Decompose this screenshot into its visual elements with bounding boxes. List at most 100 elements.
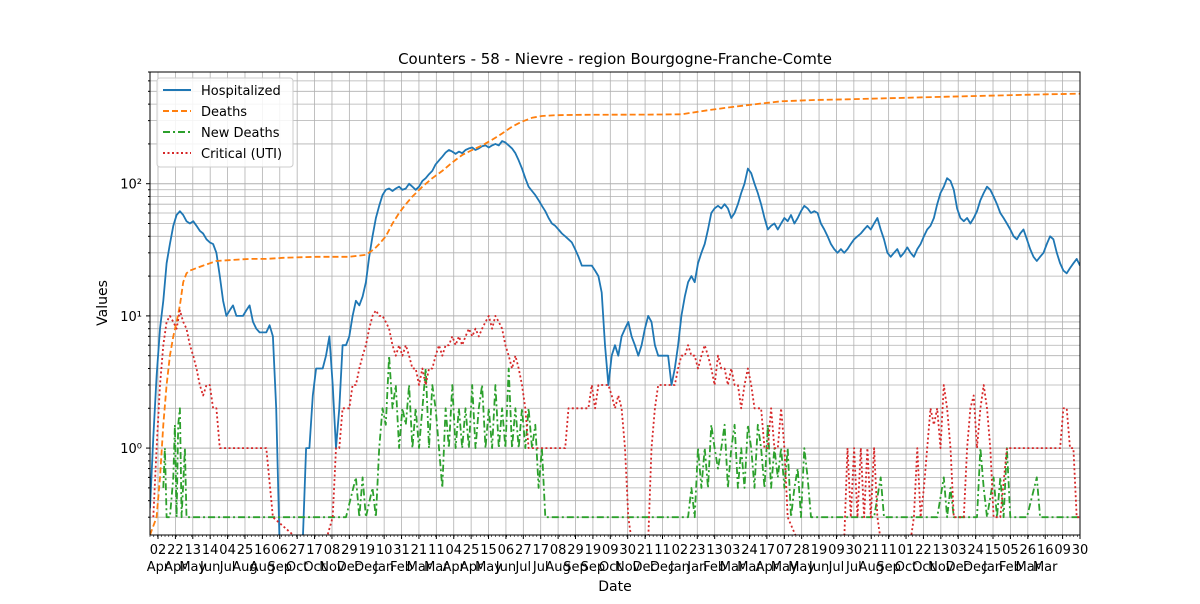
- x-tick-label-day: 09: [828, 543, 845, 558]
- x-tick-label-month: Jul: [532, 560, 549, 575]
- x-tick-label-day: 25: [463, 543, 480, 558]
- x-tick-label-day: 08: [324, 543, 341, 558]
- x-tick-label-month: Jul: [514, 560, 531, 575]
- x-tick-label-day: 15: [985, 543, 1002, 558]
- x-tick-label-day: 02: [672, 543, 689, 558]
- x-tick-label-month: Jan: [982, 560, 1003, 575]
- x-tick-label-day: 08: [550, 543, 567, 558]
- x-tick-label-month: Sep: [268, 560, 293, 575]
- x-tick-label-day: 10: [376, 543, 393, 558]
- x-tick-label-month: Dec: [337, 560, 362, 575]
- x-tick-label-month: Apr: [164, 560, 187, 575]
- x-tick-label-day: 13: [933, 543, 950, 558]
- x-tick-label-day: 19: [585, 543, 602, 558]
- x-tick-label-day: 02: [150, 543, 167, 558]
- x-tick-label-day: 29: [341, 543, 358, 558]
- x-tick-label-day: 04: [445, 543, 462, 558]
- x-tick-label-month: Jan: [373, 560, 394, 575]
- x-axis-label: Date: [598, 579, 631, 595]
- x-tick-label-day: 11: [880, 543, 897, 558]
- x-tick-label-month: Dec: [650, 560, 675, 575]
- x-tick-label-day: 25: [237, 543, 254, 558]
- x-tick-label-month: Oct: [303, 560, 325, 575]
- x-tick-label-month: May: [788, 560, 815, 575]
- x-tick-label-month: Feb: [703, 560, 726, 575]
- x-tick-label-day: 19: [811, 543, 828, 558]
- x-tick-label-day: 17: [759, 543, 776, 558]
- x-tick-label-month: Nov: [928, 560, 954, 575]
- x-tick-label-month: Apr: [442, 560, 465, 575]
- x-tick-label-day: 27: [515, 543, 532, 558]
- x-tick-label-month: Jan: [686, 560, 707, 575]
- x-tick-label-day: 22: [167, 543, 184, 558]
- y-axis: 10⁰ 10¹ 10²: [120, 71, 150, 518]
- x-tick-label-day: 17: [306, 543, 323, 558]
- x-tick-label-month: Mar: [424, 560, 449, 575]
- x-tick-label-day: 16: [254, 543, 271, 558]
- legend: Hospitalized Deaths New Deaths Critical (UT…: [156, 77, 294, 168]
- series-layer: [150, 92, 1080, 535]
- legend-label: New Deaths: [201, 126, 280, 141]
- x-tick-label-day: 01: [898, 543, 915, 558]
- x-tick-label-day: 28: [793, 543, 810, 558]
- x-tick-label-day: 16: [1037, 543, 1054, 558]
- x-tick-label-month: Feb: [999, 560, 1022, 575]
- x-tick-label-day: 21: [863, 543, 880, 558]
- x-tick-label-day: 17: [532, 543, 549, 558]
- x-tick-label-month: Sep: [563, 560, 588, 575]
- x-tick-label-month: May: [771, 560, 798, 575]
- y-tick-label: 10⁰: [120, 442, 142, 457]
- legend-label: Deaths: [201, 105, 247, 120]
- x-tick-label-month: Aug: [859, 560, 884, 575]
- x-tick-label-month: Aug: [250, 560, 275, 575]
- x-tick-label-day: 30: [1072, 543, 1089, 558]
- x-tick-label-day: 21: [637, 543, 654, 558]
- x-tick-label-month: Apr: [756, 560, 779, 575]
- x-tick-label-month: Nov: [615, 560, 641, 575]
- x-tick-label-day: 05: [1002, 543, 1019, 558]
- x-tick-label-day: 24: [967, 543, 984, 558]
- x-tick-label-month: Dec: [633, 560, 658, 575]
- x-tick-label-month: Oct: [895, 560, 917, 575]
- y-axis-label: Values: [95, 280, 111, 326]
- y-tick-label: 10²: [120, 178, 142, 193]
- x-tick-label-day: 30: [619, 543, 636, 558]
- x-tick-label-month: May: [179, 560, 206, 575]
- x-tick-label-day: 04: [219, 543, 236, 558]
- x-tick-label-month: Aug: [545, 560, 570, 575]
- x-tick-label-month: Sep: [876, 560, 901, 575]
- x-tick-label-month: Nov: [319, 560, 345, 575]
- plot-frame: [149, 71, 1081, 536]
- x-tick-label-day: 27: [289, 543, 306, 558]
- x-tick-label-month: Mar: [720, 560, 745, 575]
- x-tick-label-day: 19: [358, 543, 375, 558]
- x-tick-label-month: Aug: [232, 560, 257, 575]
- x-tick-label-month: Oct: [912, 560, 934, 575]
- x-tick-label-month: May: [475, 560, 502, 575]
- x-tick-label-month: Dec: [963, 560, 988, 575]
- x-tick-label-month: Dec: [946, 560, 971, 575]
- x-tick-label-month: Jan: [669, 560, 690, 575]
- x-tick-label-day: 06: [272, 543, 289, 558]
- x-tick-label-day: 13: [185, 543, 202, 558]
- y-tick-label: 10¹: [120, 310, 142, 325]
- x-tick-label-month: Feb: [390, 560, 413, 575]
- x-tick-label-day: 11: [428, 543, 445, 558]
- legend-box: [156, 77, 294, 168]
- series-line-0: [150, 140, 1080, 535]
- x-tick-label-day: 26: [1020, 543, 1037, 558]
- x-tick-label-day: 03: [724, 543, 741, 558]
- x-tick-label-month: Mar: [737, 560, 762, 575]
- x-tick-label-day: 31: [393, 543, 410, 558]
- x-tick-label-month: Sep: [581, 560, 606, 575]
- legend-label: Hospitalized: [201, 84, 281, 99]
- x-tick-label-day: 06: [498, 543, 515, 558]
- x-tick-label-month: Dec: [354, 560, 379, 575]
- x-tick-label-month: Apr: [147, 560, 170, 575]
- x-axis: 02Apr22Apr13May14Jun04Jul25Aug16Aug06Sep…: [147, 535, 1089, 575]
- x-tick-label-day: 29: [567, 543, 584, 558]
- x-tick-label-day: 07: [776, 543, 793, 558]
- x-tick-label-month: Mar: [1016, 560, 1041, 575]
- x-tick-label-month: Jun: [495, 560, 516, 575]
